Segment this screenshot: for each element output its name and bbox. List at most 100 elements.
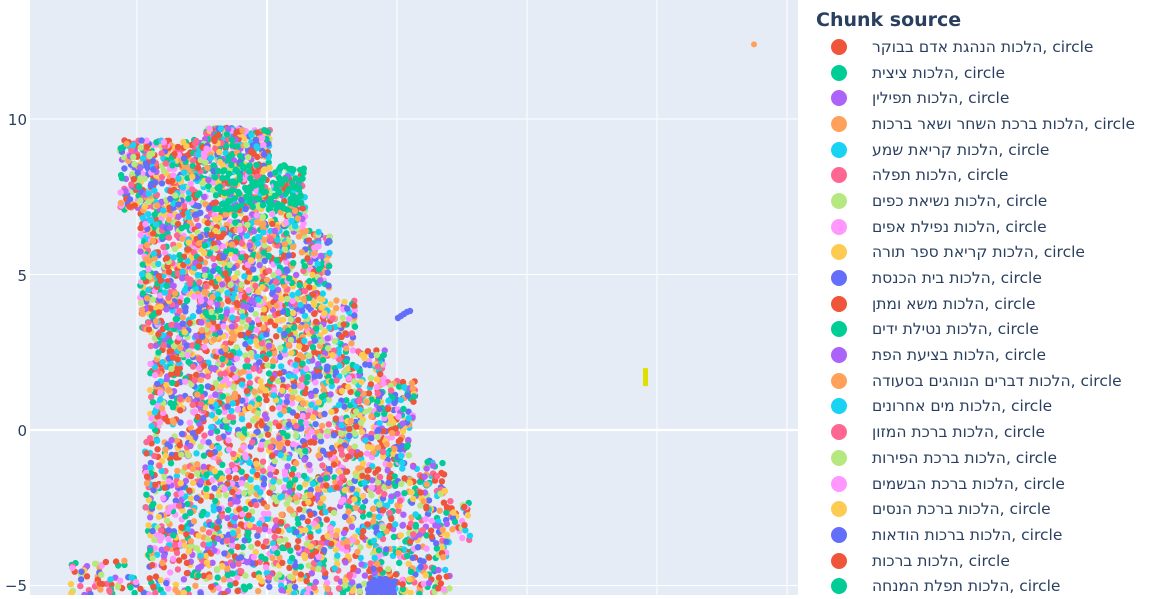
scatter-point xyxy=(160,207,166,213)
scatter-point xyxy=(327,451,333,457)
scatter-point xyxy=(375,466,381,472)
scatter-point xyxy=(219,513,225,519)
scatter-point xyxy=(227,582,233,588)
scatter-point xyxy=(331,565,337,571)
scatter-point xyxy=(166,478,172,484)
scatter-point xyxy=(216,518,222,524)
scatter-point xyxy=(195,565,201,571)
scatter-point xyxy=(137,197,143,203)
scatter-point xyxy=(256,574,262,580)
scatter-point xyxy=(284,296,290,302)
scatter-point xyxy=(349,579,355,585)
scatter-point xyxy=(232,374,238,380)
scatter-point xyxy=(84,573,90,579)
scatter-point xyxy=(128,148,134,154)
scatter-point xyxy=(361,479,367,485)
scatter-point xyxy=(366,512,372,518)
scatter-point xyxy=(263,425,269,431)
scatter-point xyxy=(150,584,156,590)
scatter-point xyxy=(346,426,352,432)
scatter-point xyxy=(293,529,299,535)
scatter-point xyxy=(328,409,334,415)
scatter-point xyxy=(268,444,274,450)
scatter-point xyxy=(196,203,202,209)
scatter-point xyxy=(150,297,156,303)
scatter-point xyxy=(231,333,237,339)
scatter-point xyxy=(410,463,416,469)
scatter-point xyxy=(351,496,357,502)
scatter-point xyxy=(171,254,177,260)
scatter-point xyxy=(208,584,214,590)
scatter-point xyxy=(228,352,234,358)
scatter-point xyxy=(241,584,247,590)
scatter-point xyxy=(243,206,249,212)
scatter-point xyxy=(219,475,225,481)
scatter-point xyxy=(107,589,113,595)
scatter-point xyxy=(148,415,154,421)
scatter-point xyxy=(297,324,303,330)
scatter-point xyxy=(167,338,173,344)
scatter-point xyxy=(351,302,357,308)
scatter-point xyxy=(198,401,204,407)
scatter-point xyxy=(215,574,221,580)
scatter-point xyxy=(212,199,218,205)
scatter-point xyxy=(282,241,288,247)
scatter-point xyxy=(251,228,257,234)
scatter-point xyxy=(351,565,357,571)
scatter-point xyxy=(225,437,231,443)
scatter-point xyxy=(239,381,245,387)
scatter-point xyxy=(237,332,243,338)
scatter-point xyxy=(360,504,366,510)
scatter-point xyxy=(327,391,333,397)
scatter-point xyxy=(159,233,165,239)
scatter-point xyxy=(321,547,327,553)
scatter-point xyxy=(187,420,193,426)
scatter-point xyxy=(248,257,254,263)
scatter-point xyxy=(304,578,310,584)
scatter-point xyxy=(219,281,225,287)
scatter-point xyxy=(204,559,210,565)
scatter-point xyxy=(302,481,308,487)
scatter-point xyxy=(342,582,348,588)
scatter-point xyxy=(215,536,221,542)
scatter-point xyxy=(339,474,345,480)
scatter-point xyxy=(131,176,137,182)
scatter-point xyxy=(341,403,347,409)
scatter-point xyxy=(376,514,382,520)
scatter-point xyxy=(246,460,252,466)
scatter-point xyxy=(208,430,214,436)
scatter-point xyxy=(423,545,429,551)
scatter-point xyxy=(285,440,291,446)
scatter-point xyxy=(286,565,292,571)
scatter-point xyxy=(193,211,199,217)
scatter-point xyxy=(247,522,253,528)
scatter-point xyxy=(428,533,434,539)
scatter-point xyxy=(443,539,449,545)
scatter-point xyxy=(238,480,244,486)
scatter-point xyxy=(261,481,267,487)
scatter-point xyxy=(169,178,175,184)
scatter-point xyxy=(168,322,174,328)
scatter-point xyxy=(435,567,441,573)
scatter-point xyxy=(216,276,222,282)
scatter-point xyxy=(341,321,347,327)
scatter-point xyxy=(212,245,218,251)
scatter-point xyxy=(201,344,207,350)
scatter-point xyxy=(177,419,183,425)
scatter-point xyxy=(301,473,307,479)
scatter-plot[interactable]: 10 5 0 −5 xyxy=(0,0,800,595)
scatter-point xyxy=(266,268,272,274)
scatter-point xyxy=(208,309,214,315)
scatter-point xyxy=(289,298,295,304)
scatter-point xyxy=(222,270,228,276)
scatter-point xyxy=(450,509,456,515)
scatter-point xyxy=(190,466,196,472)
scatter-point xyxy=(389,417,395,423)
scatter-point xyxy=(223,376,229,382)
scatter-point xyxy=(206,529,212,535)
scatter-point xyxy=(259,135,265,141)
scatter-point xyxy=(377,566,383,572)
scatter-point xyxy=(157,396,163,402)
scatter-point xyxy=(131,161,137,167)
scatter-point xyxy=(424,465,430,471)
